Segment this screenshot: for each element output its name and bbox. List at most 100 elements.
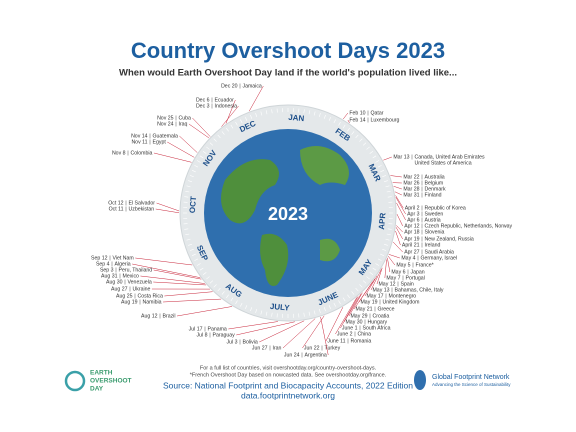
leader-line (384, 259, 387, 279)
ring-tick (271, 312, 273, 317)
entry-country: Republic of Korea (425, 205, 466, 211)
entry-date: Aug 31 (101, 273, 118, 279)
leader-line (325, 307, 344, 342)
ring-tick (235, 300, 238, 305)
subtitle: When would Earth Overshoot Day land if t… (119, 68, 457, 79)
leader-line (390, 175, 402, 178)
month-label: JAN (288, 113, 305, 123)
leader-line (132, 263, 201, 278)
ring-tick (366, 146, 370, 150)
logo-text: EARTH (90, 370, 113, 377)
entry-date: Nov 25 (157, 115, 174, 121)
ring-tick (386, 190, 391, 193)
ring-tick (209, 142, 214, 146)
entry-country: Argentina (305, 352, 327, 358)
footnote: For a full list of countries, visit over… (200, 365, 377, 371)
entry-country: El Salvador (129, 200, 156, 206)
entry-country: Austria (425, 217, 441, 223)
ring-tick (250, 114, 253, 119)
entry-country: Peru, Thailand (119, 267, 153, 273)
entry-country: United Kingdom (383, 299, 420, 305)
entry-country: New Zealand, Russia (425, 236, 474, 242)
entry-country: Cuba (179, 115, 192, 121)
ring-tick (245, 116, 248, 121)
entry-date: Oct 12 (108, 200, 123, 206)
entry-country: Australia (425, 174, 445, 180)
ring-tick (387, 228, 392, 230)
leader-line (387, 257, 391, 273)
ring-tick (382, 248, 387, 251)
ring-tick (213, 284, 217, 288)
entry-country: Ukraine (133, 286, 151, 292)
logo-right: Global Footprint Network Advancing the S… (414, 370, 511, 390)
entry-date: Nov 14 (131, 133, 148, 139)
ring-tick (194, 258, 199, 261)
entry-date: May 21 (355, 306, 372, 312)
leader-line (353, 281, 373, 310)
ring-tick (347, 294, 350, 299)
leader-line (396, 225, 403, 233)
ring-tick (235, 121, 238, 126)
leader-line (221, 105, 239, 127)
leader-line (282, 318, 316, 349)
entry-date: Sep 4 (96, 261, 110, 267)
leader-line (167, 141, 195, 158)
entry-date: Aug 27 (111, 286, 128, 292)
ring-tick (387, 196, 392, 198)
ring-tick (226, 127, 229, 132)
entry-date: Nov 8 (112, 150, 126, 156)
entry-date: Nov 24 (157, 121, 174, 127)
ring-tick (186, 238, 191, 241)
ring-tick (230, 124, 234, 129)
entry-country: Uzbekistan (129, 206, 155, 212)
entry-date: Sep 12 (91, 255, 108, 261)
ring-tick (303, 312, 305, 317)
ring-tick (375, 263, 380, 266)
ring-tick (383, 180, 388, 183)
leader-line (228, 321, 278, 330)
entry-country: Czech Republic, Netherlands, Norway (425, 223, 513, 229)
entry-country: Algeria (115, 261, 131, 267)
ring-tick (194, 165, 199, 168)
ring-tick (338, 121, 341, 126)
entry-country: France* (416, 262, 434, 268)
entry-country: Hungary (368, 319, 388, 325)
ring-tick (308, 110, 311, 115)
ring-tick (188, 180, 193, 183)
entry-date: Aug 19 (121, 299, 138, 305)
leader-line (392, 241, 403, 253)
entry-country: Namibia (143, 299, 162, 305)
entry-country: Egypt (153, 139, 167, 145)
ring-tick (240, 302, 243, 307)
ring-tick (185, 233, 190, 236)
leader-line (376, 267, 383, 285)
leader-line (163, 298, 222, 303)
logo-tagline: Advancing the Science of Sustainability (432, 382, 511, 387)
entry-date: April 2 (405, 205, 420, 211)
entry-country: Panama (208, 326, 227, 332)
ring-tick (260, 310, 263, 315)
ring-tick (351, 131, 355, 135)
entry-country: Jamaica (243, 83, 262, 89)
leader-line (395, 195, 404, 209)
ring-tick (250, 307, 253, 312)
logo-icon (414, 370, 426, 390)
ring-tick (369, 272, 374, 275)
entry-date: Mar 22 (403, 174, 419, 180)
ring-tick (333, 119, 336, 124)
source-url: data.footprintnetwork.org (241, 390, 335, 400)
leader-line (320, 316, 329, 356)
month-label: APR (377, 212, 387, 230)
leader-line (335, 297, 357, 335)
ring-tick (186, 185, 191, 188)
entry-date: Jun 22 (304, 345, 320, 351)
ring-tick (385, 185, 390, 188)
entry-country: Turkey (325, 345, 341, 351)
footnote: *French Overshoot Day based on nowcasted… (190, 372, 387, 378)
entry-date: April 21 (402, 242, 420, 248)
leader-line (164, 291, 213, 297)
ring-tick (351, 291, 355, 295)
ring-tick (226, 294, 229, 299)
entry-date: Sep 3 (100, 267, 114, 273)
leader-line (383, 156, 392, 161)
